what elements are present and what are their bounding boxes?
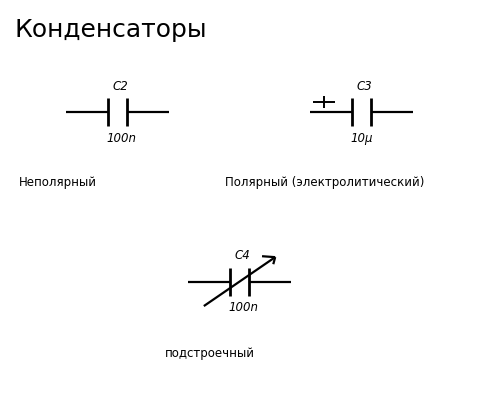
Text: 100n: 100n <box>228 302 258 315</box>
Text: C4: C4 <box>235 249 251 262</box>
Text: Конденсаторы: Конденсаторы <box>14 18 207 42</box>
Text: подстроечный: подстроечный <box>164 348 254 361</box>
Text: 10μ: 10μ <box>350 132 373 145</box>
Text: 100n: 100n <box>106 132 136 145</box>
Text: C2: C2 <box>113 80 128 93</box>
Text: Неполярный: Неполярный <box>19 176 97 189</box>
Text: Полярный (электролитический): Полярный (электролитический) <box>226 176 425 189</box>
Text: C3: C3 <box>357 80 373 93</box>
